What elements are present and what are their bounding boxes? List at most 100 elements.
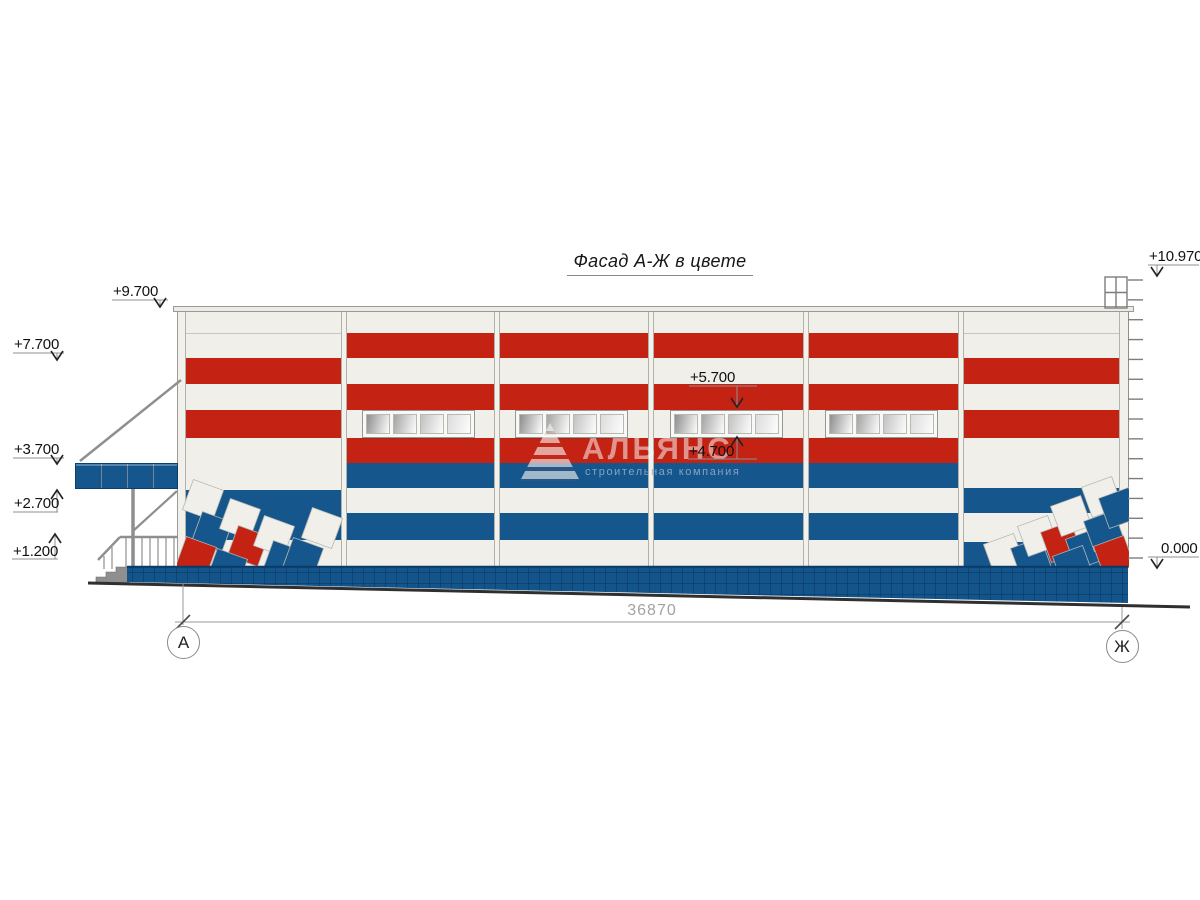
facade-stripe bbox=[805, 358, 960, 384]
facade-stripe bbox=[960, 384, 1128, 410]
facade-stripe bbox=[650, 311, 805, 333]
elevation-label: +9.700 bbox=[113, 283, 158, 300]
axis-circle-a: А bbox=[167, 625, 200, 659]
elevation-marker: +7.700 bbox=[13, 336, 64, 362]
elevation-label: +1.200 bbox=[13, 543, 58, 560]
panel-joint-vertical bbox=[803, 311, 809, 567]
facade-stripe bbox=[805, 311, 960, 333]
elevation-label: +2.700 bbox=[14, 495, 59, 512]
facade-stripe bbox=[650, 384, 805, 410]
elevation-marker: +1.200 bbox=[12, 532, 62, 560]
marker-arrow bbox=[48, 532, 62, 544]
entrance-canopy bbox=[75, 463, 178, 489]
elevation-label: +5.700 bbox=[690, 369, 735, 386]
elevation-marker: +3.700 bbox=[13, 441, 64, 466]
facade-stripe bbox=[650, 358, 805, 384]
facade-stripe bbox=[342, 513, 495, 540]
facade-stripe bbox=[650, 333, 805, 358]
facade-stripe bbox=[178, 358, 342, 384]
canopy-strut bbox=[132, 490, 178, 532]
canopy-strut bbox=[79, 379, 182, 462]
facade-stripe bbox=[342, 358, 495, 384]
facade-stripe bbox=[960, 410, 1128, 438]
drawing-title: Фасад А-Ж в цвете bbox=[500, 251, 820, 276]
facade-stripe bbox=[805, 513, 960, 540]
window-pane bbox=[910, 414, 934, 434]
window-pane bbox=[447, 414, 471, 434]
ribbon-window bbox=[825, 410, 938, 438]
ribbon-window bbox=[670, 410, 783, 438]
facade-stripe bbox=[805, 463, 960, 488]
facade-stripe bbox=[178, 384, 342, 410]
panel-joint-vertical bbox=[494, 311, 500, 567]
facade-bay bbox=[342, 311, 495, 567]
diamond-panel bbox=[1049, 494, 1093, 538]
elevation-label: +4.700 bbox=[689, 443, 734, 460]
facade-stripe bbox=[342, 540, 495, 567]
elevation-marker: 0.000 bbox=[1148, 540, 1199, 570]
facade-bay bbox=[960, 311, 1128, 567]
facade-stripe bbox=[805, 384, 960, 410]
elevation-marker: +2.700 bbox=[13, 488, 64, 513]
panel-joint-horizontal bbox=[178, 333, 342, 334]
facade-stripe bbox=[650, 488, 805, 513]
window-pane bbox=[393, 414, 417, 434]
dimension-label: 36870 bbox=[627, 602, 677, 619]
panel-joint-horizontal bbox=[960, 333, 1128, 334]
facade-stripe bbox=[960, 438, 1128, 488]
ribbon-window bbox=[362, 410, 475, 438]
facade-stripe bbox=[495, 358, 650, 384]
marker-arrow bbox=[50, 488, 64, 500]
axis-label-zh: Ж bbox=[1114, 636, 1130, 656]
facade-stripe bbox=[178, 410, 342, 438]
window-pane bbox=[728, 414, 752, 434]
facade-stripe bbox=[960, 311, 1128, 358]
facade-stripe bbox=[495, 311, 650, 333]
panel-joint-vertical bbox=[648, 311, 654, 567]
axis-circle-zh: Ж bbox=[1105, 629, 1139, 663]
marker-arrow bbox=[50, 350, 64, 362]
elevation-label: 0.000 bbox=[1161, 540, 1198, 557]
marker-arrow bbox=[730, 435, 744, 447]
elevation-label: +3.700 bbox=[14, 441, 59, 458]
elevation-marker: +10.970 bbox=[1148, 248, 1200, 278]
marker-arrow bbox=[1150, 558, 1164, 570]
facade-stripe bbox=[178, 311, 342, 358]
window-pane bbox=[883, 414, 907, 434]
window-pane bbox=[600, 414, 624, 434]
canopy-strut bbox=[97, 536, 121, 561]
facade-stripe bbox=[650, 513, 805, 540]
marker-arrow bbox=[50, 454, 64, 466]
plinth bbox=[127, 566, 1128, 603]
marker-arrow bbox=[153, 297, 167, 309]
elevation-label: +7.700 bbox=[14, 336, 59, 353]
facade-stripe bbox=[342, 438, 495, 463]
facade-stripe bbox=[342, 311, 495, 333]
ground-line bbox=[87, 581, 1191, 609]
facade-stripe bbox=[495, 488, 650, 513]
window-pane bbox=[829, 414, 853, 434]
entrance-steps bbox=[95, 566, 130, 584]
pilaster-left bbox=[177, 311, 186, 567]
facade-stripe bbox=[342, 384, 495, 410]
facade-stripe bbox=[960, 358, 1128, 384]
window-pane bbox=[856, 414, 880, 434]
parapet-cap bbox=[173, 306, 1134, 312]
window-pane bbox=[674, 414, 698, 434]
elevation-marker: +9.700 bbox=[112, 283, 168, 309]
facade-stripe bbox=[805, 488, 960, 513]
panel-joint-vertical bbox=[958, 311, 964, 567]
facade-stripe bbox=[495, 333, 650, 358]
elevation-label: +10.970 bbox=[1149, 248, 1200, 265]
facade-stripe bbox=[495, 513, 650, 540]
diamond-panel bbox=[218, 497, 262, 541]
facade-stripe bbox=[805, 333, 960, 358]
marker-arrow bbox=[730, 397, 744, 409]
facade-stripe bbox=[495, 540, 650, 567]
marker-arrow bbox=[1150, 266, 1164, 278]
facade-stripe bbox=[495, 384, 650, 410]
diamond-panel bbox=[1097, 486, 1129, 530]
elevation-marker: +5.700 bbox=[689, 369, 757, 409]
facade-stripe bbox=[805, 438, 960, 463]
